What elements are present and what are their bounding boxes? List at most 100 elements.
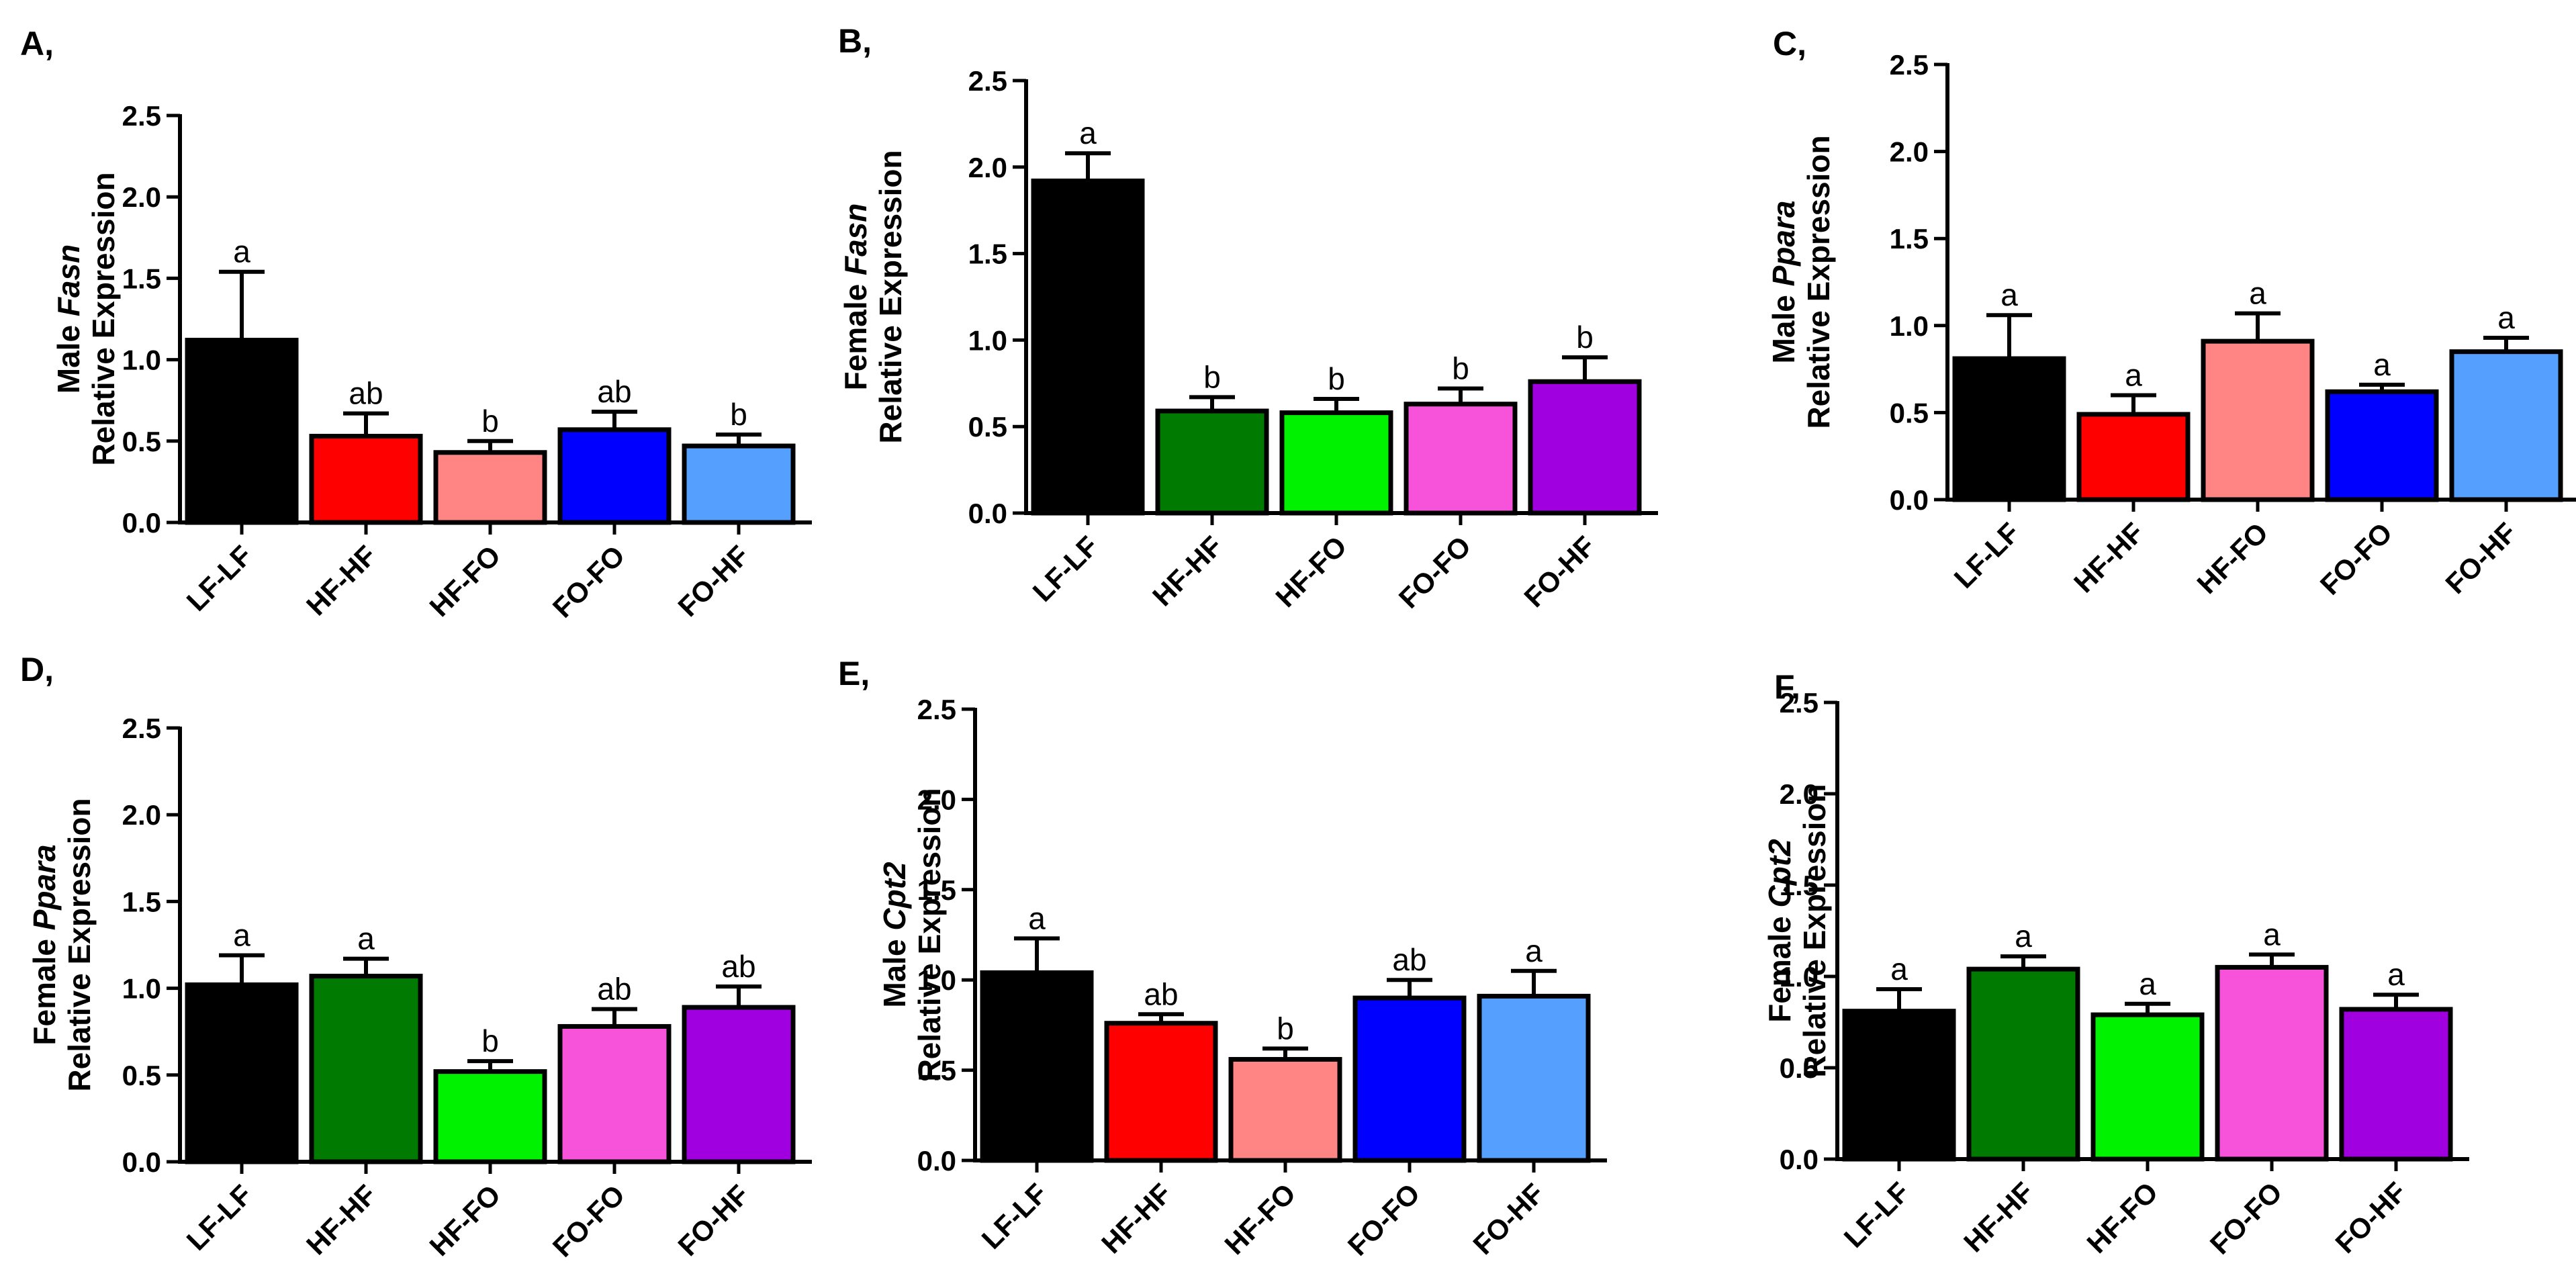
significance-letter: a [1028, 901, 1046, 935]
y-tick-label: 2.5 [917, 694, 956, 725]
significance-letter: ab [1392, 942, 1426, 977]
y-tick-label: 0.5 [122, 1060, 161, 1091]
y-axis-title-line1: Female Fasn [838, 203, 873, 391]
bar-hf-hf [309, 434, 423, 525]
x-tick-label: HF-FO [2080, 1176, 2164, 1259]
y-axis-title-gene: Fasn [51, 244, 86, 316]
panel-b: B, Female Fasn Relative Expression 0.0 0.5 1.… [838, 22, 1658, 614]
bar-hf-fo [2201, 338, 2315, 502]
x-tick-label: HF-HF [1095, 1177, 1177, 1259]
x-tick-label: FO-FO [2314, 516, 2399, 601]
panel-label: E, [838, 655, 870, 692]
significance-letter: b [1203, 359, 1221, 394]
y-tick-label: 0.0 [122, 507, 161, 539]
x-tick-label: LF-LF [181, 1179, 259, 1256]
x-tick-label: HF-HF [300, 1179, 382, 1260]
panel-e: E, Male Cpt2 Relative Expression 0.0 0.5 1.0 1… [838, 655, 1607, 1262]
bar-fo-fo [1352, 995, 1467, 1163]
y-tick-label: 2.5 [122, 100, 161, 132]
y-axis-title-line2: Relative Expression [1801, 135, 1836, 428]
x-tick-label: HF-HF [300, 539, 382, 621]
y-tick-label: 0.5 [122, 426, 161, 457]
y-axis-title-line1: Female Ppara [27, 844, 62, 1045]
bar-lf-lf [185, 982, 299, 1164]
y-axis-title-gene: Ppara [1766, 201, 1801, 287]
y-tick-label: 2.0 [917, 784, 956, 815]
x-tick-label: HF-FO [1269, 530, 1352, 613]
y-axis-title-gene: Ppara [27, 844, 62, 930]
y-tick-label: 0.5 [968, 411, 1007, 443]
y-axis-title-prefix: Male [877, 931, 912, 1008]
x-tick-label: LF-LF [976, 1177, 1054, 1255]
x-tick-label: HF-FO [423, 539, 506, 623]
significance-letter: a [2125, 357, 2142, 392]
panel-label: F, [1774, 668, 1800, 706]
significance-letter: a [1525, 933, 1543, 968]
x-tick-label: LF-LF [1948, 516, 2026, 594]
y-tick-label: 1.0 [122, 345, 161, 376]
bar-hf-hf [2076, 412, 2191, 502]
y-tick-label: 1.5 [122, 886, 161, 917]
x-tick-label: HF-FO [1218, 1177, 1301, 1260]
y-axis-title-prefix: Female [838, 275, 873, 390]
bar-fo-hf [1477, 993, 1591, 1163]
significance-letter: ab [597, 374, 631, 409]
bar-lf-lf [1031, 178, 1145, 516]
significance-letter: ab [597, 972, 631, 1007]
bar-fo-fo [1404, 402, 1518, 516]
y-tick-label: 2.0 [122, 799, 161, 831]
y-axis-title-line2: Relative Expression [86, 172, 121, 465]
bar-hf-fo [433, 450, 547, 525]
x-tick-label: LF-LF [1027, 530, 1105, 608]
x-tick-label: HF-FO [2191, 516, 2274, 600]
y-tick-label: 1.5 [968, 238, 1007, 270]
y-axis-title-line2: Relative Expression [873, 150, 908, 443]
bar-hf-fo [1279, 410, 1393, 516]
bar-fo-hf [1528, 379, 1642, 516]
x-tick-label: HF-HF [1146, 530, 1228, 612]
significance-letter: a [2249, 276, 2266, 311]
x-tick-label: FO-FO [1393, 530, 1477, 614]
significance-letter: ab [1144, 976, 1178, 1011]
y-axis-title-prefix: Male [51, 316, 86, 394]
x-tick-label: HF-FO [423, 1179, 506, 1262]
y-tick-label: 0.0 [1890, 484, 1929, 516]
bar-lf-lf [1952, 356, 2066, 502]
significance-letter: b [1277, 1011, 1294, 1046]
bar-hf-fo [2090, 1012, 2205, 1162]
bar-fo-fo [2215, 964, 2329, 1162]
significance-letter: ab [721, 949, 755, 984]
x-tick-label: FO-HF [1467, 1177, 1550, 1260]
y-axis-title-prefix: Male [1766, 286, 1801, 363]
x-tick-label: LF-LF [181, 539, 259, 617]
y-axis-title-line1: Male Fasn [51, 244, 86, 394]
y-tick-label: 1.5 [1890, 223, 1929, 255]
significance-letter: a [2373, 347, 2391, 382]
y-axis-title-line1: Male Ppara [1766, 201, 1801, 364]
panel-c: C, Male Ppara Relative Expression 0.0 0.5 1.0… [1766, 25, 2576, 601]
significance-letter: a [233, 234, 250, 269]
y-tick-label: 1.5 [917, 874, 956, 906]
panel-f: F, Female Cpt2 Relative Expression 0.0 0.5 1.… [1762, 668, 2469, 1260]
panel-label: D, [20, 651, 54, 688]
significance-letter: b [1452, 351, 1469, 386]
x-tick-label: LF-LF [1838, 1176, 1916, 1254]
y-axis-title-gene: Fasn [838, 203, 873, 275]
significance-letter: b [730, 397, 747, 432]
panel-label: A, [20, 25, 54, 62]
bar-lf-lf [1842, 1009, 1956, 1162]
y-tick-label: 2.5 [1890, 49, 1929, 81]
panel-label: B, [838, 22, 872, 60]
x-tick-label: FO-HF [672, 539, 755, 623]
bar-fo-fo [557, 1023, 672, 1164]
y-tick-label: 2.5 [1780, 687, 1819, 719]
x-tick-label: FO-FO [547, 539, 631, 624]
significance-letter: a [2015, 919, 2032, 954]
y-tick-label: 1.0 [122, 973, 161, 1005]
y-axis-title-line1: Male Cpt2 [877, 862, 912, 1008]
bar-fo-fo [557, 427, 672, 525]
y-tick-label: 1.0 [1890, 310, 1929, 342]
y-tick-label: 1.0 [968, 324, 1007, 356]
bar-hf-hf [1966, 966, 2080, 1162]
